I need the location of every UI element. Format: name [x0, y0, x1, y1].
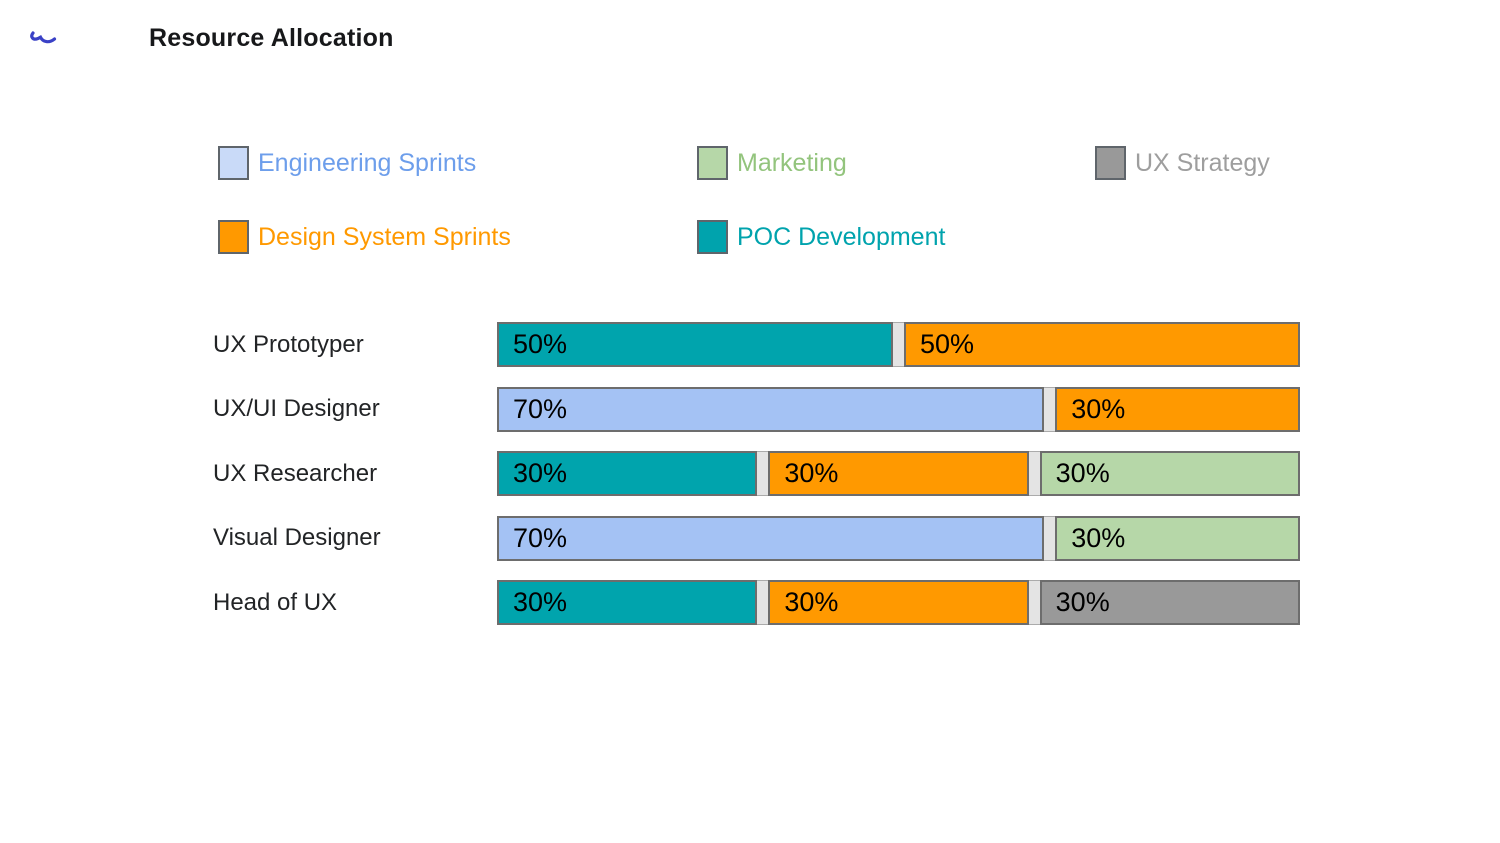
chart-row-head-of-ux: Head of UX 30% 30% 30%: [213, 580, 1300, 625]
chart-row-ux-prototyper: UX Prototyper 50% 50%: [213, 322, 1300, 367]
bar-segment-marketing: 30%: [1055, 515, 1300, 561]
row-label: UX/UI Designer: [213, 395, 380, 422]
legend-label: Marketing: [737, 149, 847, 177]
bar-segment-poc-development: 30%: [497, 580, 758, 625]
legend-label: UX Strategy: [1135, 149, 1270, 177]
legend-item-poc-development: POC Development: [697, 220, 1095, 294]
legend-swatch-icon: [218, 220, 249, 254]
chart-row-ux-ui-designer: UX/UI Designer 70% 30%: [213, 386, 1300, 432]
bar-track: 70% 30%: [497, 386, 1300, 432]
bar-segment-ux-strategy: 30%: [1039, 580, 1300, 625]
legend-label: Engineering Sprints: [258, 149, 477, 177]
bar-segment-design-system-sprints: 30%: [768, 451, 1029, 496]
row-label: UX Researcher: [213, 459, 378, 487]
legend-swatch-icon: [218, 146, 249, 180]
bar-segment-design-system-sprints: 50%: [904, 322, 1300, 367]
bar-segment-engineering-sprints: 70%: [497, 386, 1045, 432]
chart-row-visual-designer: Visual Designer 70% 30%: [213, 515, 1300, 561]
logo-squiggle-icon: [28, 26, 60, 50]
chart-legend: Engineering Sprints Marketing UX Strategy D…: [218, 146, 1270, 294]
row-label: Visual Designer: [213, 524, 381, 551]
chart-row-ux-researcher: UX Researcher 30% 30% 30%: [213, 451, 1300, 496]
legend-item-marketing: Marketing: [697, 146, 1095, 220]
bar-segment-design-system-sprints: 30%: [1055, 386, 1300, 432]
legend-label: Design System Sprints: [258, 223, 511, 251]
bar-track: 30% 30% 30%: [497, 580, 1300, 625]
bar-segment-poc-development: 50%: [497, 322, 893, 367]
bar-segment-design-system-sprints: 30%: [768, 580, 1029, 625]
legend-swatch-icon: [697, 220, 728, 254]
bar-segment-engineering-sprints: 70%: [497, 515, 1045, 561]
row-label: UX Prototyper: [213, 330, 364, 358]
bar-segment-marketing: 30%: [1039, 451, 1300, 496]
legend-item-design-system-sprints: Design System Sprints: [218, 220, 697, 294]
legend-item-engineering-sprints: Engineering Sprints: [218, 146, 697, 220]
legend-swatch-icon: [1095, 146, 1126, 180]
bar-track: 30% 30% 30%: [497, 451, 1300, 496]
bar-track: 50% 50%: [497, 322, 1300, 367]
legend-item-ux-strategy: UX Strategy: [1095, 146, 1270, 220]
bar-track: 70% 30%: [497, 515, 1300, 561]
bar-segment-poc-development: 30%: [497, 451, 758, 496]
allocation-stacked-bar-chart: UX Prototyper 50% 50% UX/UI Designer 70% 30% U…: [213, 322, 1300, 645]
legend-swatch-icon: [697, 146, 728, 180]
row-label: Head of UX: [213, 588, 338, 616]
page-title: Resource Allocation: [149, 24, 394, 52]
legend-label: POC Development: [737, 223, 946, 251]
